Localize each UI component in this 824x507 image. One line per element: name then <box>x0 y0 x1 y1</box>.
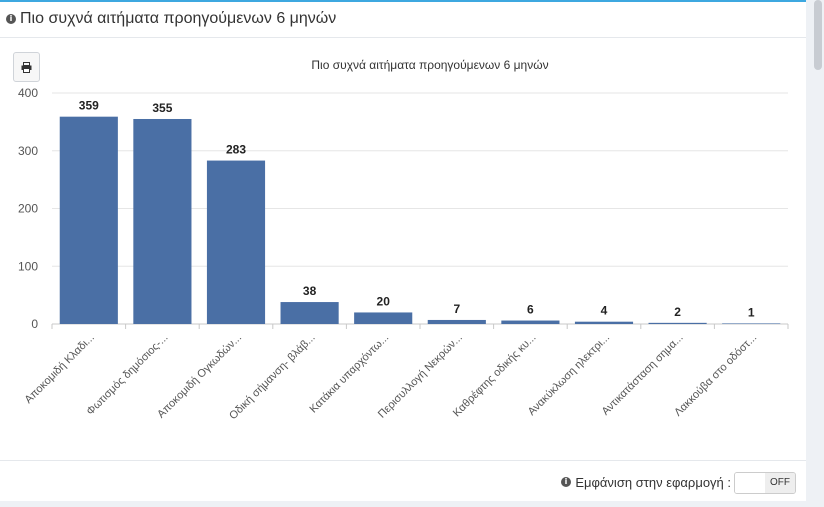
panel-footer: i Εμφάνιση στην εφαρμογή : OFF <box>0 460 806 503</box>
chart-panel: i Πιο συχνά αιτήματα προηγούμενων 6 μηνώ… <box>0 0 806 501</box>
x-tick-label: Καθρέφτης οδικής κυ... <box>451 332 539 420</box>
show-in-app-toggle[interactable]: OFF <box>734 472 796 494</box>
scrollbar[interactable] <box>812 0 824 507</box>
data-label: 359 <box>79 99 99 113</box>
data-label: 7 <box>453 302 460 316</box>
bar <box>722 323 781 324</box>
toggle-state: OFF <box>765 473 795 493</box>
panel-title: Πιο συχνά αιτήματα προηγούμενων 6 μηνών <box>20 10 337 27</box>
toggle-knob <box>735 473 766 493</box>
x-tick-label: Λακκούβα στο οδόστ... <box>672 332 759 419</box>
bar <box>574 321 634 324</box>
y-tick-label: 100 <box>18 259 38 273</box>
y-tick-label: 200 <box>18 202 38 216</box>
chart-title: Πιο συχνά αιτήματα προηγούμενων 6 μηνών <box>311 58 548 72</box>
data-label: 283 <box>226 143 246 157</box>
data-label: 355 <box>152 101 172 115</box>
x-tick-label: Αντικατάσταση σημα... <box>600 332 686 418</box>
x-tick-label: Κατάκια υπαρχόντω... <box>307 332 391 416</box>
bar <box>501 320 560 324</box>
bar <box>206 160 266 324</box>
info-icon: i <box>561 477 571 487</box>
bar-chart: Πιο συχνά αιτήματα προηγούμενων 6 μηνών 0… <box>18 58 789 423</box>
x-tick-label: Αποκομιδή Ογκωδών... <box>155 332 244 421</box>
data-label: 2 <box>674 305 681 319</box>
x-tick-label: Φωτισμός δημόσιος-... <box>84 332 170 418</box>
print-icon <box>21 62 32 73</box>
data-label: 1 <box>748 305 755 319</box>
x-tick-label: Περισυλλογή Νεκρών... <box>376 332 465 421</box>
y-tick-label: 300 <box>18 144 38 158</box>
x-tick-label: Ανακύκλωση ηλεκτρι... <box>526 332 612 418</box>
bar <box>59 116 118 325</box>
bar <box>427 319 486 324</box>
data-label: 38 <box>303 284 317 298</box>
x-tick-label: Αποκομιδή Κλαδι... <box>23 332 97 406</box>
bar <box>648 322 707 324</box>
panel-header: i Πιο συχνά αιτήματα προηγούμενων 6 μηνώ… <box>0 2 806 38</box>
bar <box>354 312 413 324</box>
data-label: 4 <box>601 304 608 318</box>
y-tick-label: 400 <box>18 86 38 100</box>
print-button[interactable] <box>13 52 40 82</box>
data-label: 20 <box>377 294 391 308</box>
info-icon: i <box>6 14 16 24</box>
scrollbar-thumb[interactable] <box>814 0 822 70</box>
y-tick-label: 0 <box>31 317 38 331</box>
bar <box>133 118 192 324</box>
bar <box>280 302 339 324</box>
x-tick-label: Οδική σήμανση- βλάβ... <box>227 332 318 423</box>
data-label: 6 <box>527 303 534 317</box>
show-in-app-label: Εμφάνιση στην εφαρμογή : <box>575 475 731 490</box>
